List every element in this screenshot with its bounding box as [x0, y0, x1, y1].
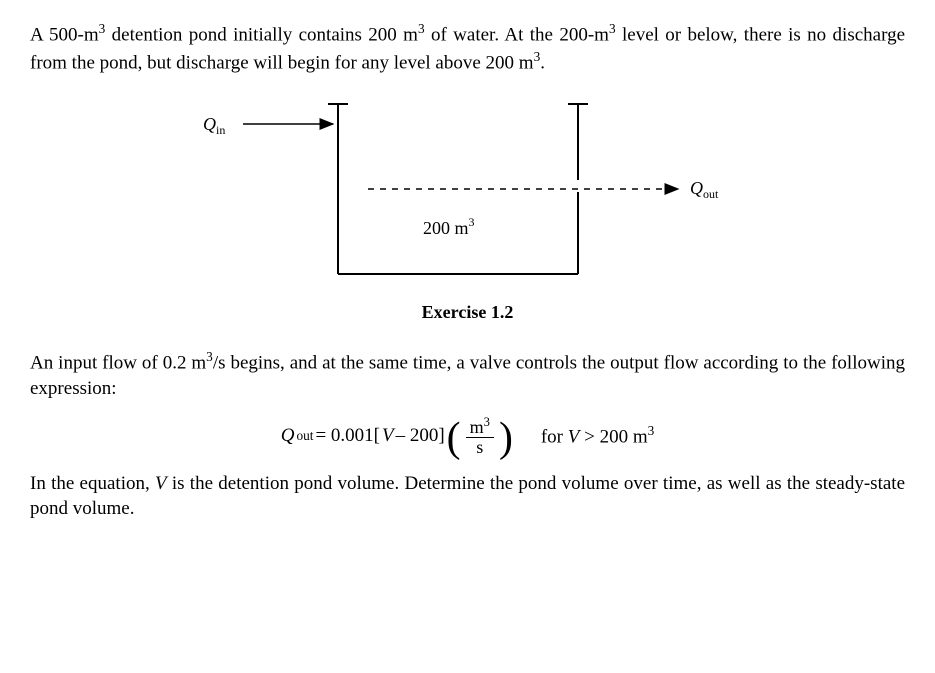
text: . [540, 52, 545, 73]
var-V: V [382, 423, 394, 449]
text: = 0.001[ [315, 423, 380, 449]
paragraph-intro: A 500-m 3 detention pond initially contai… [30, 20, 905, 76]
rparen: ) [499, 422, 513, 455]
text: for [541, 427, 568, 448]
svg-text:Qout: Qout [690, 178, 719, 201]
sup: 3 [484, 415, 490, 429]
text: A 500-m [30, 24, 99, 45]
equation-qout: Qout = 0.001[V – 200] ( m3 s ) [281, 416, 513, 457]
text: detention pond initially contains 200 m [105, 24, 418, 45]
paragraph-task: In the equation, V is the detention pond… [30, 471, 905, 522]
text: m [470, 417, 484, 437]
figure-caption: Exercise 1.2 [30, 300, 905, 324]
text: In the equation, [30, 473, 155, 494]
text: – 200] [396, 423, 445, 449]
equation-condition: for V > 200 m3 [541, 422, 654, 450]
svg-text:Qin: Qin [203, 114, 225, 137]
text: > 200 m [579, 427, 647, 448]
sup: 3 [418, 21, 425, 36]
paragraph-input-flow: An input flow of 0.2 m3/s begins, and at… [30, 348, 905, 402]
pond-diagram: Qin Qout 200 m3 [188, 94, 748, 294]
sup: 3 [648, 423, 655, 438]
sup: 3 [206, 349, 213, 364]
var-V: V [568, 427, 580, 448]
sup: 3 [609, 21, 616, 36]
sub-out: out [296, 427, 313, 445]
fraction-units: m3 s [466, 416, 494, 457]
lparen: ( [447, 422, 461, 455]
svg-text:200 m3: 200 m3 [423, 215, 475, 238]
text: An input flow of 0.2 m [30, 353, 206, 374]
diagram-container: Qin Qout 200 m3 [30, 94, 905, 294]
numerator: m3 [466, 416, 494, 438]
denominator: s [472, 438, 487, 457]
var-V: V [155, 473, 167, 494]
equation-row: Qout = 0.001[V – 200] ( m3 s ) for V > 2… [30, 416, 905, 457]
var-Q: Q [281, 423, 295, 449]
text: of water. At the 200-m [425, 24, 609, 45]
